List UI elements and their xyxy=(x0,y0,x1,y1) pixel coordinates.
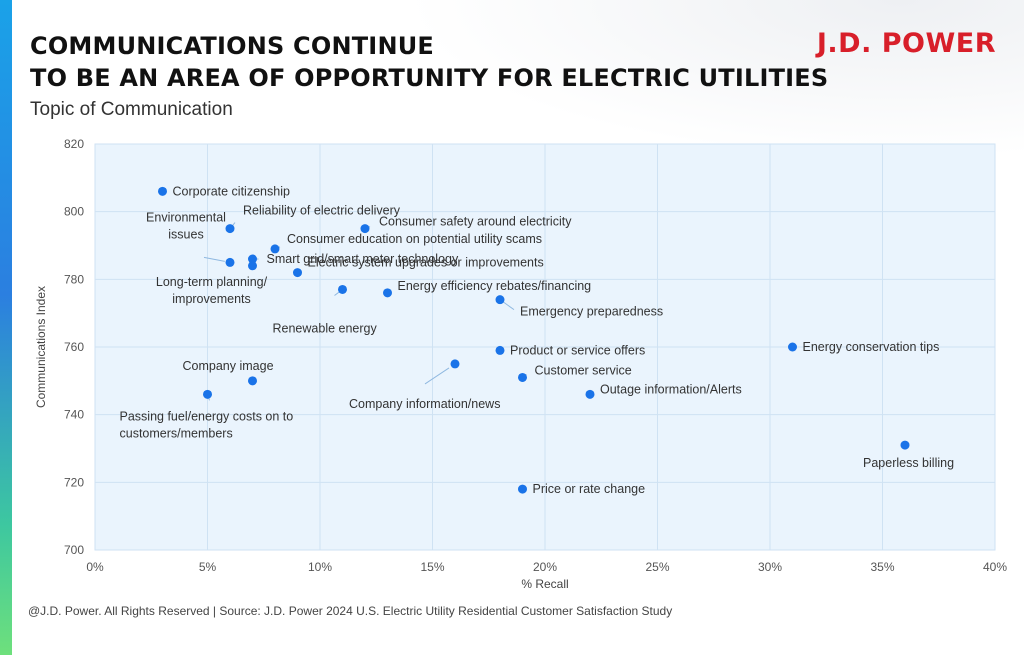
point-label: Consumer education on potential utility … xyxy=(287,232,542,246)
point-label: Company information/news xyxy=(349,397,500,411)
data-point xyxy=(270,244,280,254)
chart-title-line2: TO BE AN AREA OF OPPORTUNITY FOR ELECTRI… xyxy=(30,64,829,92)
data-point xyxy=(383,288,392,298)
accent-bar xyxy=(0,0,12,655)
leader-line xyxy=(502,301,515,311)
header-decoration xyxy=(404,0,1024,160)
data-point xyxy=(158,186,167,196)
x-tick-label: 15% xyxy=(420,560,444,574)
chart-title-line1: COMMUNICATIONS CONTINUE xyxy=(30,32,435,60)
leader-line xyxy=(203,256,225,262)
data-point xyxy=(248,254,257,264)
data-point xyxy=(585,389,595,399)
point-label: Passing fuel/energy costs on to customers… xyxy=(120,409,294,440)
y-tick-label: 740 xyxy=(64,408,84,422)
point-label: Electric system upgrades or improvements xyxy=(308,256,544,270)
point-label: Smart grid/smart meter technology xyxy=(267,252,459,266)
data-point xyxy=(248,376,257,386)
y-axis-ticks: 700 720 740 760 780 800 820 xyxy=(64,137,84,557)
point-label-line: Long-term planning/ xyxy=(156,275,268,289)
point-label: Price or rate change xyxy=(533,482,646,496)
y-tick-label: 720 xyxy=(64,475,84,489)
x-axis-label: % Recall xyxy=(521,577,568,591)
y-tick-label: 760 xyxy=(64,340,84,354)
point-label: Customer service xyxy=(535,363,632,377)
data-points xyxy=(158,186,910,494)
x-tick-label: 10% xyxy=(308,560,332,574)
point-label: Environmental issues xyxy=(146,210,226,241)
point-label: Corporate citizenship xyxy=(173,184,290,198)
point-label: Energy efficiency rebates/financing xyxy=(398,279,592,293)
y-tick-label: 820 xyxy=(64,137,84,151)
point-label: Emergency preparedness xyxy=(520,305,663,319)
jd-power-logo: J.D. POWER xyxy=(816,28,996,59)
x-tick-label: 20% xyxy=(533,560,557,574)
data-point xyxy=(900,440,910,450)
point-label-line: Passing fuel/energy costs on to xyxy=(120,409,294,423)
y-tick-label: 700 xyxy=(64,543,84,557)
x-tick-label: 40% xyxy=(983,560,1007,574)
y-tick-label: 780 xyxy=(64,272,84,286)
point-label: Renewable energy xyxy=(273,321,378,335)
point-label-line: improvements xyxy=(172,292,251,306)
point-label: Company image xyxy=(183,359,274,373)
data-point xyxy=(203,389,212,399)
point-label-line: issues xyxy=(168,227,203,241)
x-tick-label: 35% xyxy=(870,560,894,574)
chart-subtitle: Topic of Communication xyxy=(30,99,233,120)
point-label: Paperless billing xyxy=(863,456,954,470)
data-point xyxy=(360,224,370,234)
data-point xyxy=(518,484,527,494)
point-labels: Corporate citizenship Reliability of elec… xyxy=(120,184,955,496)
grid-lines xyxy=(94,143,996,551)
y-tick-label: 800 xyxy=(64,205,84,219)
point-label: Consumer safety around electricity xyxy=(379,215,572,229)
data-point xyxy=(788,342,797,352)
data-point xyxy=(518,372,527,382)
data-point xyxy=(495,345,505,355)
x-axis-ticks: 0% 5% 10% 15% 20% 25% 30% 35% 40% xyxy=(86,560,1007,574)
point-label: Reliability of electric delivery xyxy=(243,204,401,218)
data-point xyxy=(338,284,347,294)
data-point xyxy=(450,359,460,369)
data-point xyxy=(293,268,302,278)
source-footer: @J.D. Power. All Rights Reserved | Sourc… xyxy=(28,604,673,618)
y-axis-label: Communications Index xyxy=(34,286,48,408)
data-point xyxy=(225,224,235,234)
data-point xyxy=(495,295,505,305)
x-tick-label: 5% xyxy=(199,560,217,574)
chart-title: COMMUNICATIONS CONTINUE TO BE AN AREA OF… xyxy=(30,30,828,94)
x-tick-label: 30% xyxy=(758,560,782,574)
data-point xyxy=(248,261,257,271)
point-label-line: customers/members xyxy=(120,426,233,440)
point-label: Outage information/Alerts xyxy=(600,382,742,396)
leader-line xyxy=(424,367,450,385)
point-label: Product or service offers xyxy=(510,343,645,357)
point-label-line: Environmental xyxy=(146,210,226,224)
x-tick-label: 25% xyxy=(645,560,669,574)
point-label: Long-term planning/improvements xyxy=(156,275,268,306)
data-point xyxy=(225,257,235,267)
x-tick-label: 0% xyxy=(86,560,104,574)
point-label: Energy conservation tips xyxy=(803,340,940,354)
